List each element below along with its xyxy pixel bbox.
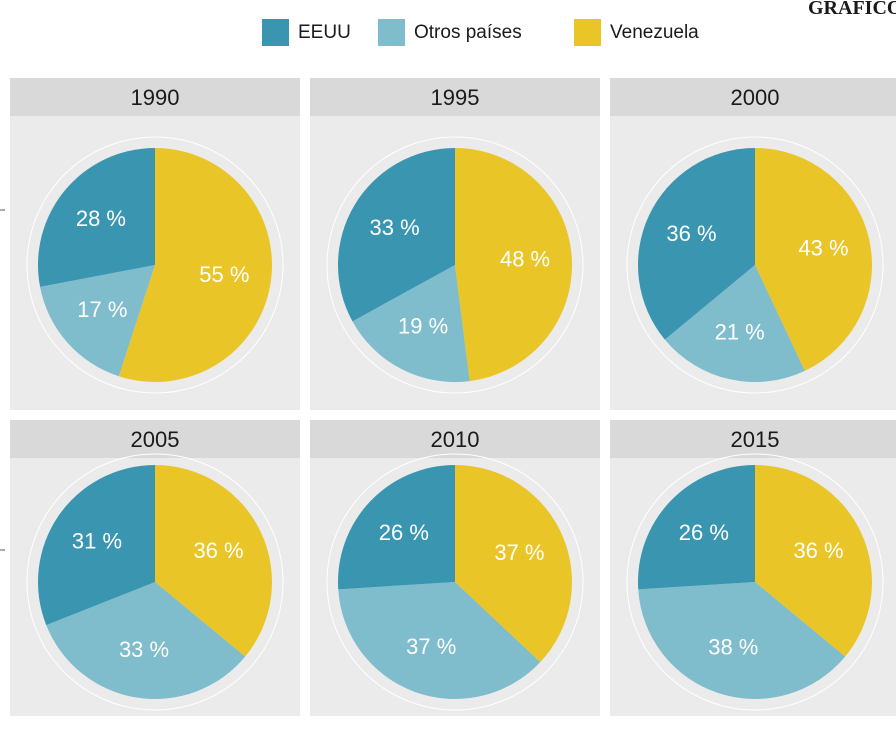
pie-slice (455, 465, 572, 663)
legend-swatch (574, 19, 601, 46)
data-label: 36 % (666, 221, 716, 246)
pie-slice (638, 582, 846, 700)
data-label: 19 % (398, 313, 448, 338)
data-label: 36 % (793, 538, 843, 563)
data-label: 17 % (77, 297, 127, 322)
legend-label: Venezuela (610, 22, 699, 43)
pie-slice (338, 148, 455, 322)
pie-grid-circle (26, 136, 284, 394)
pie-slice (638, 465, 755, 590)
facet-strip (10, 78, 300, 116)
data-label: 26 % (679, 520, 729, 545)
data-label: 37 % (494, 540, 544, 565)
data-label: 26 % (379, 520, 429, 545)
data-label: 33 % (369, 215, 419, 240)
pie-slice (664, 265, 805, 382)
pie-slice (338, 582, 541, 699)
pie-slice (755, 148, 872, 371)
pie-slice (37, 148, 155, 287)
legend-label: Otros países (414, 22, 522, 43)
legend-label: EEUU (298, 22, 351, 43)
facet-strip (610, 420, 896, 458)
data-label: 28 % (76, 206, 126, 231)
legend-swatch (378, 19, 405, 46)
facet-title: 1990 (131, 85, 180, 110)
pie-slice (638, 148, 755, 340)
pie-grid-circle (26, 453, 284, 711)
facet-title: 2010 (431, 427, 480, 452)
pie-slice (755, 465, 873, 657)
pie-slice (118, 148, 272, 383)
data-label: 37 % (406, 634, 456, 659)
facet-strip (610, 78, 896, 116)
data-label: 31 % (72, 528, 122, 553)
facet-title: 1995 (431, 85, 480, 110)
page-heading: GRAFICO (808, 0, 896, 19)
facet-strip (310, 420, 600, 458)
pie-slice (46, 582, 246, 700)
data-label: 55 % (199, 262, 249, 287)
pie-grid-circle (326, 136, 584, 394)
pie-slice (352, 265, 470, 382)
facet-title: 2015 (731, 427, 780, 452)
pie-grid-circle (626, 453, 884, 711)
pie-slice (455, 148, 573, 382)
facet-title: 2000 (731, 85, 780, 110)
facet-strip (310, 78, 600, 116)
data-label: 21 % (715, 319, 765, 344)
pie-grid-circle (626, 136, 884, 394)
facet-title: 2005 (131, 427, 180, 452)
data-label: 43 % (798, 235, 848, 260)
pie-grid-circle (326, 453, 584, 711)
legend-swatch (262, 19, 289, 46)
data-label: 36 % (193, 538, 243, 563)
data-label: 33 % (119, 637, 169, 662)
facet-strip (10, 420, 300, 458)
data-label: 48 % (500, 246, 550, 271)
pie-slice (155, 465, 273, 657)
pie-slice (337, 465, 455, 590)
pie-slice (40, 265, 156, 377)
pie-slice (38, 465, 155, 626)
data-label: 38 % (708, 635, 758, 660)
